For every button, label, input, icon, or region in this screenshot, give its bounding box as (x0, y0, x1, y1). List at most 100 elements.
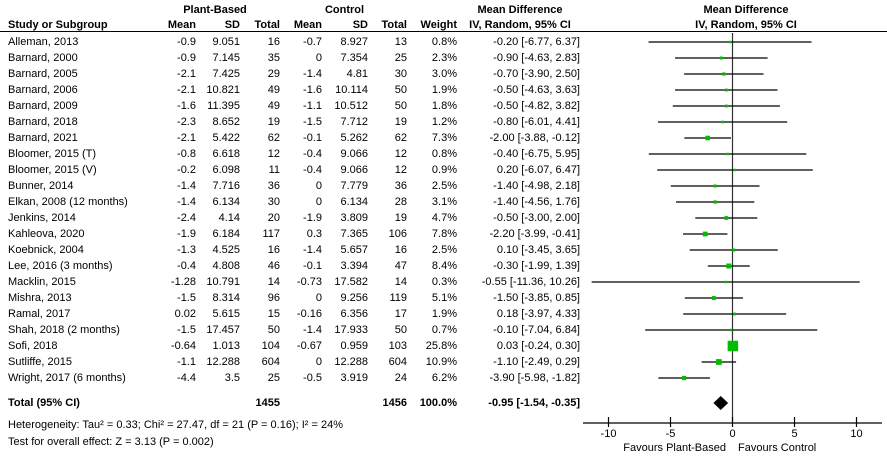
table-cell-weight: 0.3% (431, 276, 457, 288)
table-cell-c_total: 50 (394, 84, 407, 96)
table-cell-c_sd: 8.927 (340, 36, 368, 48)
table-cell-md_label: 0.20 [-6.07, 6.47] (496, 164, 580, 176)
table-cell-c_sd: 6.134 (340, 196, 368, 208)
table-cell-c_sd: 7.354 (340, 52, 368, 64)
table-cell-c_mean: -0.16 (296, 308, 322, 320)
table-cell-md_label: -1.10 [-2.49, 0.29] (493, 356, 580, 368)
table-cell-name: Koebnick, 2004 (8, 244, 84, 256)
table-cell-c_mean: -1.1 (303, 100, 322, 112)
table-cell-pb_total: 14 (267, 276, 280, 288)
table-cell-pb_total: 35 (267, 52, 280, 64)
column-header-pb-total: Total (254, 19, 280, 31)
table-cell-name: Jenkins, 2014 (8, 212, 76, 224)
table-cell-weight: 1.8% (431, 100, 457, 112)
table-cell-c_sd: 9.256 (340, 292, 368, 304)
table-cell-name: Ramal, 2017 (8, 308, 71, 320)
table-cell-name: Bloomer, 2015 (V) (8, 164, 97, 176)
table-cell-weight: 3.0% (431, 68, 457, 80)
table-cell-pb_sd: 7.716 (212, 180, 240, 192)
table-cell-c_sd: 7.779 (340, 180, 368, 192)
study-marker (711, 296, 716, 300)
table-cell-weight: 5.1% (431, 292, 457, 304)
table-cell-md_label: 0.03 [-0.24, 0.30] (496, 340, 580, 352)
table-cell-pb_sd: 6.134 (212, 196, 240, 208)
table-cell-c_mean: -0.5 (303, 372, 322, 384)
axis-tick-label: -5 (665, 428, 676, 440)
table-cell-name: Barnard, 2005 (8, 68, 78, 80)
total-c-n: 1456 (382, 397, 407, 409)
table-cell-c_mean: -0.1 (303, 132, 322, 144)
study-marker (733, 168, 737, 172)
axis-tick-label: -10 (600, 428, 617, 440)
table-cell-pb_mean: 0.02 (174, 308, 196, 320)
table-cell-c_total: 14 (394, 276, 407, 288)
table-cell-weight: 1.2% (431, 116, 457, 128)
md-column-subtitle: IV, Random, 95% CI (469, 19, 571, 31)
column-group-control: Control (324, 4, 365, 16)
table-cell-pb_mean: -4.4 (177, 372, 196, 384)
table-cell-pb_sd: 5.422 (212, 132, 240, 144)
table-cell-c_mean: -1.6 (303, 84, 322, 96)
table-cell-pb_total: 104 (261, 340, 280, 352)
table-cell-pb_sd: 3.5 (224, 372, 240, 384)
table-cell-pb_mean: -1.3 (177, 244, 196, 256)
favours-left-label: Favours Plant-Based (623, 442, 726, 454)
study-marker (726, 263, 732, 269)
table-cell-weight: 2.3% (431, 52, 457, 64)
study-marker (713, 184, 717, 188)
table-cell-name: Bloomer, 2015 (T) (8, 148, 97, 160)
table-cell-pb_sd: 10.791 (206, 276, 240, 288)
table-cell-md_label: -0.50 [-4.63, 3.63] (493, 84, 580, 96)
table-cell-pb_total: 20 (267, 212, 280, 224)
table-cell-md_label: -0.70 [-3.90, 2.50] (493, 68, 580, 80)
table-cell-pb_mean: -1.6 (177, 100, 196, 112)
table-cell-md_label: -1.50 [-3.85, 0.85] (493, 292, 580, 304)
table-cell-pb_total: 50 (267, 324, 280, 336)
table-cell-pb_total: 16 (267, 244, 280, 256)
table-cell-c_sd: 7.712 (340, 116, 368, 128)
study-marker (730, 328, 733, 332)
study-marker (682, 375, 687, 381)
table-cell-pb_sd: 11.395 (207, 100, 240, 112)
table-cell-md_label: -0.10 [-7.04, 6.84] (493, 324, 580, 336)
study-marker (724, 280, 727, 284)
table-cell-c_total: 24 (394, 372, 407, 384)
table-cell-pb_sd: 4.14 (218, 212, 240, 224)
table-cell-pb_total: 30 (267, 196, 280, 208)
table-cell-c_sd: 7.365 (340, 228, 368, 240)
table-cell-c_sd: 10.114 (335, 84, 368, 96)
column-header-pb-mean: Mean (167, 19, 196, 31)
table-cell-c_sd: 4.81 (346, 68, 368, 80)
table-cell-c_sd: 17.582 (334, 276, 368, 288)
table-cell-pb_total: 49 (267, 100, 280, 112)
column-header-c-sd: SD (352, 19, 368, 31)
table-cell-md_label: -0.55 [-11.36, 10.26] (481, 276, 580, 288)
table-cell-c_total: 12 (394, 148, 407, 160)
table-cell-md_label: -0.80 [-6.01, 4.41] (493, 116, 580, 128)
table-cell-pb_mean: -0.8 (177, 148, 196, 160)
table-cell-pb_total: 36 (267, 180, 280, 192)
study-marker (721, 120, 724, 124)
table-cell-weight: 1.9% (431, 308, 457, 320)
table-cell-pb_sd: 8.652 (212, 116, 240, 128)
table-cell-c_sd: 9.066 (340, 164, 368, 176)
plot-subtitle: IV, Random, 95% CI (695, 19, 797, 31)
table-cell-pb_total: 15 (267, 308, 280, 320)
table-cell-c_mean: -1.4 (303, 244, 322, 256)
table-cell-c_total: 28 (394, 196, 407, 208)
table-cell-pb_sd: 17.457 (206, 324, 240, 336)
table-cell-md_label: -0.50 [-3.00, 2.00] (493, 212, 580, 224)
table-cell-md_label: -0.20 [-6.77, 6.37] (493, 36, 580, 48)
table-cell-pb_total: 16 (267, 36, 280, 48)
table-cell-weight: 25.8% (425, 340, 457, 352)
axis-tick-label: 5 (791, 428, 798, 440)
column-header-c-mean: Mean (293, 19, 322, 31)
table-cell-c_total: 50 (394, 324, 407, 336)
md-column-title: Mean Difference (477, 4, 563, 16)
table-cell-c_mean: 0 (315, 180, 322, 192)
table-cell-pb_sd: 10.821 (206, 84, 240, 96)
table-cell-pb_total: 604 (261, 356, 280, 368)
table-cell-pb_mean: -2.4 (177, 212, 196, 224)
